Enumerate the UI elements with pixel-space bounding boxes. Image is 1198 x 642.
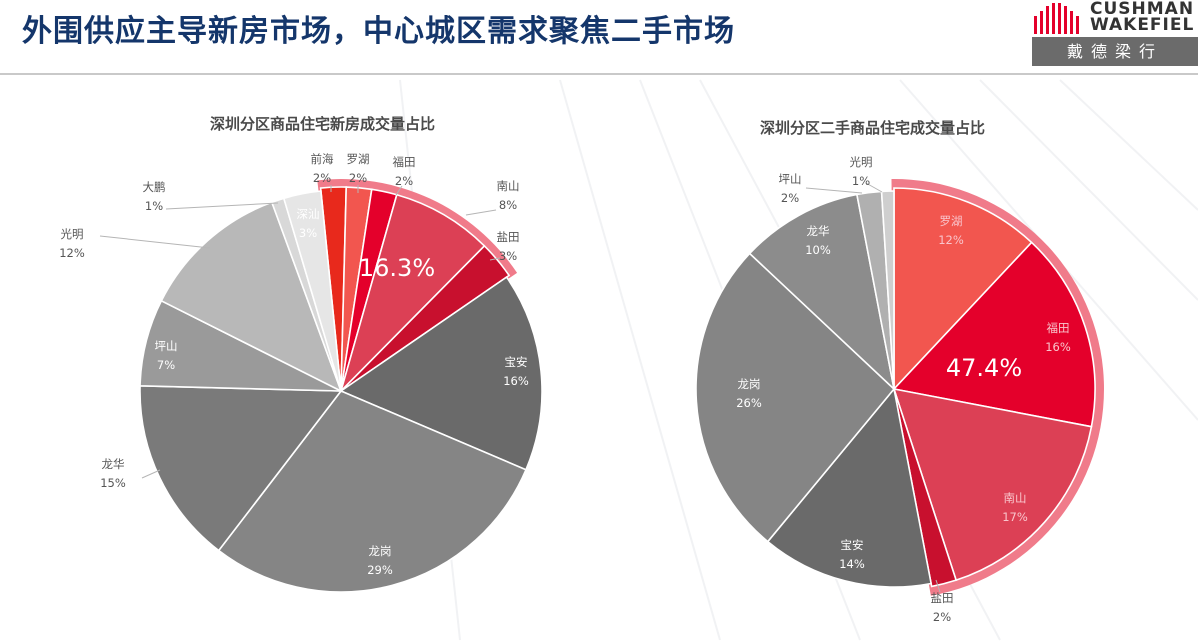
- page-title: 外围供应主导新房市场，中心城区需求聚焦二手市场: [22, 14, 735, 49]
- pie2-highlight-total: 47.4%: [946, 354, 1022, 382]
- pie1-label-name-前海: 前海: [311, 152, 334, 166]
- pie1-label-name-宝安: 宝安: [505, 355, 528, 369]
- pie2-label-value-坪山: 2%: [781, 191, 799, 205]
- pie2-label-name-罗湖: 罗湖: [940, 214, 963, 228]
- pie2-slice-罗湖: [893, 187, 1033, 392]
- pie1-leader-大鹏: [165, 202, 279, 210]
- pie1-leader-光明: [99, 235, 211, 249]
- logo-text-line1: CUSHMAN: [1090, 0, 1195, 19]
- pie1-leader-南山: [465, 209, 497, 216]
- pie2-label-name-龙岗: 龙岗: [738, 377, 761, 391]
- pie2-label-name-坪山: 坪山: [779, 172, 802, 186]
- pie1-slice-盐田: [340, 244, 511, 392]
- pie2-label-value-龙华: 10%: [805, 243, 831, 257]
- pie1-label-value-光明: 12%: [59, 246, 85, 260]
- pie1-slice-深汕: [282, 190, 342, 392]
- pie2-leader-光明: [865, 182, 883, 193]
- pie1-label-value-宝安: 16%: [503, 374, 529, 388]
- pie2-slice-龙岗: [695, 252, 896, 543]
- pie2-label-value-罗湖: 12%: [938, 233, 964, 247]
- pie1-slice-光明: [160, 201, 343, 393]
- pie2-label-value-光明: 1%: [852, 174, 870, 188]
- pie1-label-name-坪山: 坪山: [155, 339, 178, 353]
- pie1-highlight-total: 16.3%: [359, 254, 435, 282]
- pie1-label-value-龙华: 15%: [100, 476, 126, 490]
- chart2-title: 深圳分区二手商品住宅成交量占比: [760, 119, 986, 137]
- pie1-label-name-盐田: 盐田: [497, 230, 520, 244]
- pie1-label-value-盐田: 3%: [499, 249, 517, 263]
- pie2-label-name-宝安: 宝安: [841, 538, 864, 552]
- pie1-label-name-光明: 光明: [61, 227, 84, 241]
- pie2-leader-盐田: [935, 579, 941, 593]
- pie1-label-value-前海: 2%: [313, 171, 331, 185]
- pie1-leader-福田: [395, 185, 403, 196]
- pie2-slice-盐田: [893, 388, 958, 588]
- pie1-label-value-福田: 2%: [395, 174, 413, 188]
- pie2-label-value-龙岗: 26%: [736, 396, 762, 410]
- pie2-slice-南山: [892, 387, 1093, 582]
- chart1-title: 深圳分区商品住宅新房成交量占比: [210, 115, 436, 133]
- pie2-label-name-福田: 福田: [1047, 321, 1070, 335]
- pie2-slice-福田: [892, 241, 1096, 428]
- pie1-label-value-龙岗: 29%: [367, 563, 393, 577]
- pie1-slice-南山: [340, 193, 486, 392]
- pie2-label-value-宝安: 14%: [839, 557, 865, 571]
- pie1-leader-龙华: [141, 469, 161, 479]
- logo-mark-icon: [1034, 3, 1079, 34]
- pie2-label-value-福田: 16%: [1045, 340, 1071, 354]
- pie1-label-value-深汕: 3%: [299, 226, 317, 240]
- pie1-label-name-龙岗: 龙岗: [369, 544, 392, 558]
- pie1-label-name-深汕: 深汕: [297, 207, 320, 221]
- pie2-slice-龙华: [748, 193, 896, 392]
- pie1-label-name-南山: 南山: [497, 179, 520, 193]
- pie-chart-1: 前海 2% 罗湖 2% 福田 2% 南山 8% 盐田 3% 宝安 16% 龙岗 29% 龙华 15% 坪山 7% 光…: [59, 152, 543, 593]
- pie2-slice-宝安: [766, 387, 933, 588]
- logo-chinese-name: 戴德梁行: [1032, 37, 1198, 66]
- pie1-leader-盐田: [489, 257, 501, 261]
- pie1-slice-宝安: [339, 275, 543, 471]
- pie2-label-name-南山: 南山: [1004, 491, 1027, 505]
- pie2-leader-坪山: [805, 187, 863, 194]
- pie1-label-value-南山: 8%: [499, 198, 517, 212]
- company-logo: CUSHMAN WAKEFIEL 戴德梁行: [1032, 0, 1198, 70]
- pie1-slice-龙华: [139, 385, 343, 552]
- pie1-label-name-大鹏: 大鹏: [143, 180, 166, 194]
- pie1-label-value-坪山: 7%: [157, 358, 175, 372]
- pie1-label-name-龙华: 龙华: [102, 457, 125, 471]
- title-divider: [0, 73, 1198, 75]
- pie2-label-name-盐田: 盐田: [931, 591, 954, 605]
- pie1-label-value-罗湖: 2%: [349, 171, 367, 185]
- pie1-slice-龙岗: [217, 390, 527, 593]
- pie2-label-value-南山: 17%: [1002, 510, 1028, 524]
- pie1-label-name-罗湖: 罗湖: [347, 152, 370, 166]
- pie1-label-value-大鹏: 1%: [145, 199, 163, 213]
- pie2-label-name-光明: 光明: [850, 155, 873, 169]
- pie2-label-value-盐田: 2%: [933, 610, 951, 624]
- pie-chart-2: 罗湖 12% 福田 16% 南山 17% 盐田 2% 宝安 14% 龙岗 26% 龙华 10% 坪山 2% 光明…: [695, 155, 1105, 624]
- pie1-label-name-福田: 福田: [393, 155, 416, 169]
- pie2-label-name-龙华: 龙华: [807, 224, 830, 238]
- logo-text-line2: WAKEFIEL: [1090, 15, 1195, 35]
